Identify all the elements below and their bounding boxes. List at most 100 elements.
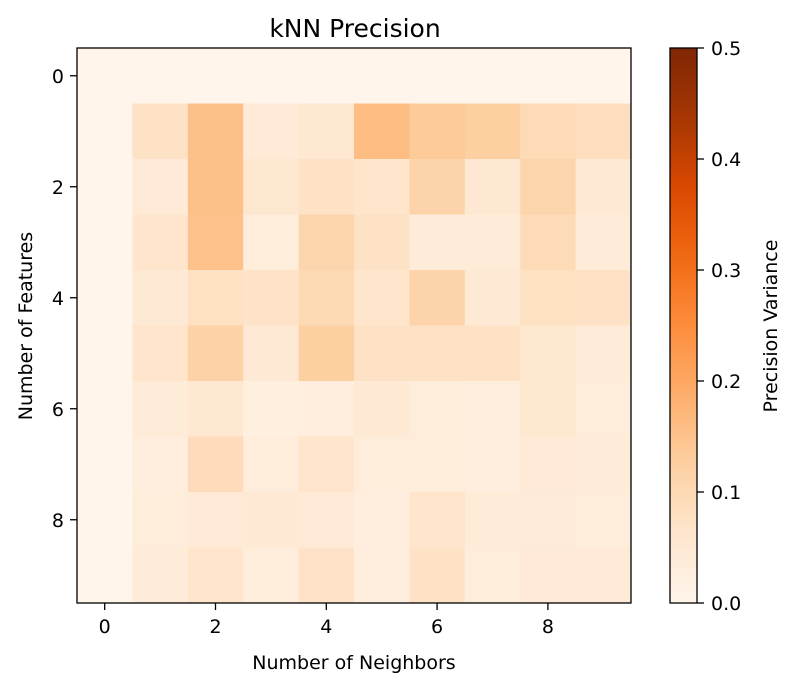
heatmap-cell bbox=[464, 325, 521, 382]
x-tick-label: 8 bbox=[542, 616, 554, 638]
heatmap-cell bbox=[575, 436, 632, 493]
heatmap-cell bbox=[520, 159, 576, 215]
heatmap-cell bbox=[132, 270, 189, 326]
heatmap-cell bbox=[354, 436, 410, 493]
heatmap-cell bbox=[132, 436, 189, 493]
heatmap-cell bbox=[520, 547, 576, 604]
colorbar-label: Precision Variance bbox=[760, 240, 782, 413]
heatmap-cell bbox=[520, 270, 576, 326]
y-tick-label: 4 bbox=[52, 288, 64, 310]
heatmap-cell bbox=[187, 270, 244, 326]
heatmap-cell bbox=[354, 492, 410, 548]
heatmap-cell bbox=[464, 381, 521, 437]
heatmap-cell bbox=[354, 103, 410, 160]
heatmap-cell bbox=[298, 103, 355, 160]
heatmap-cell bbox=[464, 48, 521, 104]
heatmap-cell bbox=[354, 270, 410, 326]
heatmap-cell bbox=[575, 547, 632, 604]
colorbar-tick-label: 0.3 bbox=[711, 260, 741, 282]
heatmap-cell bbox=[77, 48, 133, 104]
heatmap-cell bbox=[354, 214, 410, 271]
heatmap-cell bbox=[132, 214, 189, 271]
heatmap-cell bbox=[409, 214, 466, 271]
heatmap-cell bbox=[77, 381, 133, 437]
heatmap-cell bbox=[243, 270, 299, 326]
heatmap-cell bbox=[354, 48, 410, 104]
heatmap-cells bbox=[77, 48, 632, 604]
heatmap-cell bbox=[575, 214, 632, 271]
heatmap-cell bbox=[298, 492, 355, 548]
heatmap-cell bbox=[187, 381, 244, 437]
plot-frame bbox=[76, 47, 632, 604]
y-tick-label: 2 bbox=[52, 177, 64, 199]
heatmap-cell bbox=[187, 325, 244, 382]
heatmap-cell bbox=[187, 214, 244, 271]
heatmap-cell bbox=[132, 103, 189, 160]
heatmap-cell bbox=[520, 48, 576, 104]
x-tick-label: 4 bbox=[320, 616, 332, 638]
heatmap-cell bbox=[243, 103, 299, 160]
y-tick-label: 6 bbox=[52, 399, 64, 421]
heatmap-cell bbox=[298, 547, 355, 604]
heatmap-cell bbox=[132, 492, 189, 548]
heatmap-cell bbox=[132, 325, 189, 382]
heatmap-cell bbox=[354, 325, 410, 382]
heatmap-cell bbox=[575, 270, 632, 326]
heatmap-cell bbox=[354, 159, 410, 215]
heatmap-cell bbox=[187, 436, 244, 493]
heatmap-cell bbox=[409, 325, 466, 382]
heatmap-cell bbox=[243, 492, 299, 548]
heatmap-cell bbox=[409, 159, 466, 215]
heatmap-cell bbox=[77, 214, 133, 271]
heatmap-cell bbox=[409, 492, 466, 548]
heatmap-cell bbox=[520, 436, 576, 493]
heatmap-cell bbox=[187, 103, 244, 160]
heatmap-cell bbox=[77, 547, 133, 604]
heatmap-cell bbox=[132, 48, 189, 104]
heatmap-cell bbox=[243, 325, 299, 382]
heatmap-cell bbox=[77, 270, 133, 326]
heatmap-cell bbox=[132, 159, 189, 215]
colorbar-tick-label: 0.1 bbox=[711, 482, 741, 504]
heatmap-cell bbox=[520, 325, 576, 382]
heatmap-cell bbox=[409, 381, 466, 437]
y-axis-label: Number of Features bbox=[15, 232, 37, 420]
heatmap-cell bbox=[187, 492, 244, 548]
heatmap-cell bbox=[354, 547, 410, 604]
heatmap-cell bbox=[575, 103, 632, 160]
heatmap-cell bbox=[409, 547, 466, 604]
colorbar-tick-label: 0.2 bbox=[711, 371, 741, 393]
heatmap-cell bbox=[464, 270, 521, 326]
heatmap-cell bbox=[77, 492, 133, 548]
heatmap-cell bbox=[464, 547, 521, 604]
colorbar-gradient bbox=[670, 48, 697, 603]
y-tick-label: 8 bbox=[52, 510, 64, 532]
heatmap-cell bbox=[77, 103, 133, 160]
heatmap-cell bbox=[298, 325, 355, 382]
chart-title: kNN Precision bbox=[269, 14, 440, 43]
heatmap-cell bbox=[243, 381, 299, 437]
heatmap-cell bbox=[187, 159, 244, 215]
heatmap-cell bbox=[409, 103, 466, 160]
heatmap-cell bbox=[464, 436, 521, 493]
heatmap-cell bbox=[409, 436, 466, 493]
heatmap-cell bbox=[575, 381, 632, 437]
heatmap-cell bbox=[464, 103, 521, 160]
heatmap-cell bbox=[298, 270, 355, 326]
heatmap-cell bbox=[409, 48, 466, 104]
y-axis-ticks: 0 2 4 6 8 bbox=[52, 66, 77, 532]
heatmap-cell bbox=[464, 492, 521, 548]
heatmap-cell bbox=[464, 159, 521, 215]
colorbar-frame bbox=[669, 47, 698, 604]
y-tick-label: 0 bbox=[52, 66, 64, 88]
heatmap-cell bbox=[575, 492, 632, 548]
heatmap-cell bbox=[520, 103, 576, 160]
heatmap-cell bbox=[77, 159, 133, 215]
heatmap-cell bbox=[77, 325, 133, 382]
heatmap-cell bbox=[298, 214, 355, 271]
x-tick-label: 6 bbox=[431, 616, 443, 638]
heatmap-cell bbox=[187, 48, 244, 104]
x-axis-ticks: 0 2 4 6 8 bbox=[99, 603, 554, 638]
heatmap-cell bbox=[298, 159, 355, 215]
